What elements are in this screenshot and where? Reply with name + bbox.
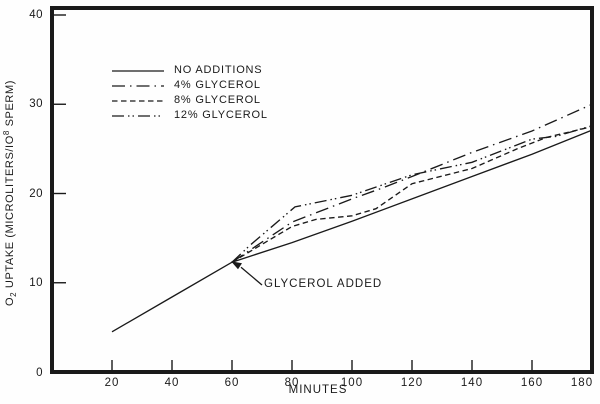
annotation-arrow-head: [231, 261, 242, 270]
y-tick-label-10: 10: [29, 276, 43, 289]
legend-key-line: [112, 61, 164, 79]
glycerol-added-annotation: GLYCEROL ADDED: [264, 278, 383, 290]
legend-label: 8% GLYCEROL: [174, 93, 261, 106]
x-tick-label-100: 100: [340, 377, 364, 389]
y-axis-label-subscript: 2: [9, 291, 18, 297]
x-tick-label-160: 160: [520, 377, 544, 389]
series-line-4-glycerol: [231, 103, 593, 263]
y-tick-label-30: 30: [29, 98, 43, 111]
legend-label: NO ADDITIONS: [174, 63, 263, 76]
y-axis-label-post: SPERM): [4, 80, 16, 131]
x-tick-label-120: 120: [400, 377, 424, 389]
y-axis-label-pre: O: [4, 296, 16, 306]
y-axis-label-mid: UPTAKE (MICROLITERS/IO: [4, 135, 16, 292]
series-line-8-glycerol: [231, 125, 593, 263]
y-tick-label-20: 20: [29, 187, 43, 200]
legend-key-line: [112, 106, 164, 124]
legend-item-12-glycerol: 12% GLYCEROL: [112, 107, 268, 122]
y-tick-label-40: 40: [29, 9, 43, 21]
series-line-no-additions: [111, 129, 593, 333]
legend-label: 4% GLYCEROL: [174, 78, 261, 91]
x-axis-label: MINUTES: [288, 384, 348, 396]
y-axis-label-superscript: 8: [2, 130, 11, 136]
x-tick-label-80: 80: [284, 377, 300, 389]
legend-label: 12% GLYCEROL: [174, 108, 268, 121]
legend-key-line: [112, 76, 164, 94]
y-axis-label: O2 UPTAKE (MICROLITERS/IO8 SPERM): [2, 80, 18, 306]
x-tick-label-40: 40: [164, 377, 180, 389]
y-tick-label-0: 0: [36, 367, 43, 379]
legend-item-no-additions: NO ADDITIONS: [112, 62, 268, 77]
x-tick-label-20: 20: [104, 377, 120, 389]
x-tick-label-140: 140: [460, 377, 484, 389]
legend-item-8-glycerol: 8% GLYCEROL: [112, 92, 268, 107]
series-line-12-glycerol: [231, 125, 593, 263]
x-tick-label-60: 60: [224, 377, 240, 389]
legend-item-4-glycerol: 4% GLYCEROL: [112, 77, 268, 92]
legend: NO ADDITIONS 4% GLYCEROL 8% GLYCEROL 12% GL…: [112, 62, 268, 122]
x-tick-label-180: 180: [570, 377, 594, 389]
plot-frame: [50, 6, 594, 374]
annotation-arrow-shaft: [240, 266, 263, 286]
